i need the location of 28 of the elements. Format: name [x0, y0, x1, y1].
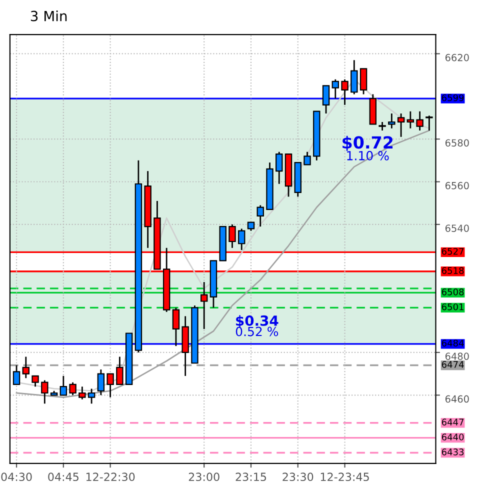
ref-line-label: 6440: [442, 434, 464, 440]
y-tick-label: 6560: [445, 182, 469, 190]
ref-line-label: 6484: [442, 340, 464, 347]
ref-line-label: 6527: [442, 248, 464, 255]
x-tick-label: 23:00: [188, 472, 220, 482]
y-tick-label: 6460: [445, 395, 469, 403]
ref-line-label: 6599: [442, 94, 464, 102]
ref-line-label: 6433: [442, 448, 464, 456]
x-tick-label: 23:30: [282, 472, 314, 482]
annotation: $0.72: [342, 136, 393, 151]
annotation: $0.34: [236, 315, 278, 328]
x-tick-label: 12-23:45: [320, 472, 369, 482]
ref-line-label: 6474: [442, 361, 464, 368]
y-tick-label: 6580: [445, 139, 469, 147]
chart-title: 3 Min: [30, 10, 67, 22]
annotation: 1.10 %: [347, 150, 389, 160]
y-tick-label: 6540: [445, 224, 469, 232]
ref-line-label: 6518: [442, 267, 464, 274]
x-tick-label: 12-22:30: [86, 472, 135, 482]
ref-line-label: 6447: [442, 418, 464, 426]
x-tick-label: 23:15: [236, 472, 266, 482]
ref-line-label: 6501: [442, 303, 464, 310]
y-tick-label: 6620: [445, 54, 469, 62]
x-tick-label: 04:30: [1, 472, 32, 482]
annotation: 0.52 %: [236, 326, 278, 336]
y-tick-label: 6480: [445, 352, 469, 360]
ref-line-label: 6508: [442, 288, 464, 296]
x-tick-label: 04:45: [48, 472, 78, 482]
